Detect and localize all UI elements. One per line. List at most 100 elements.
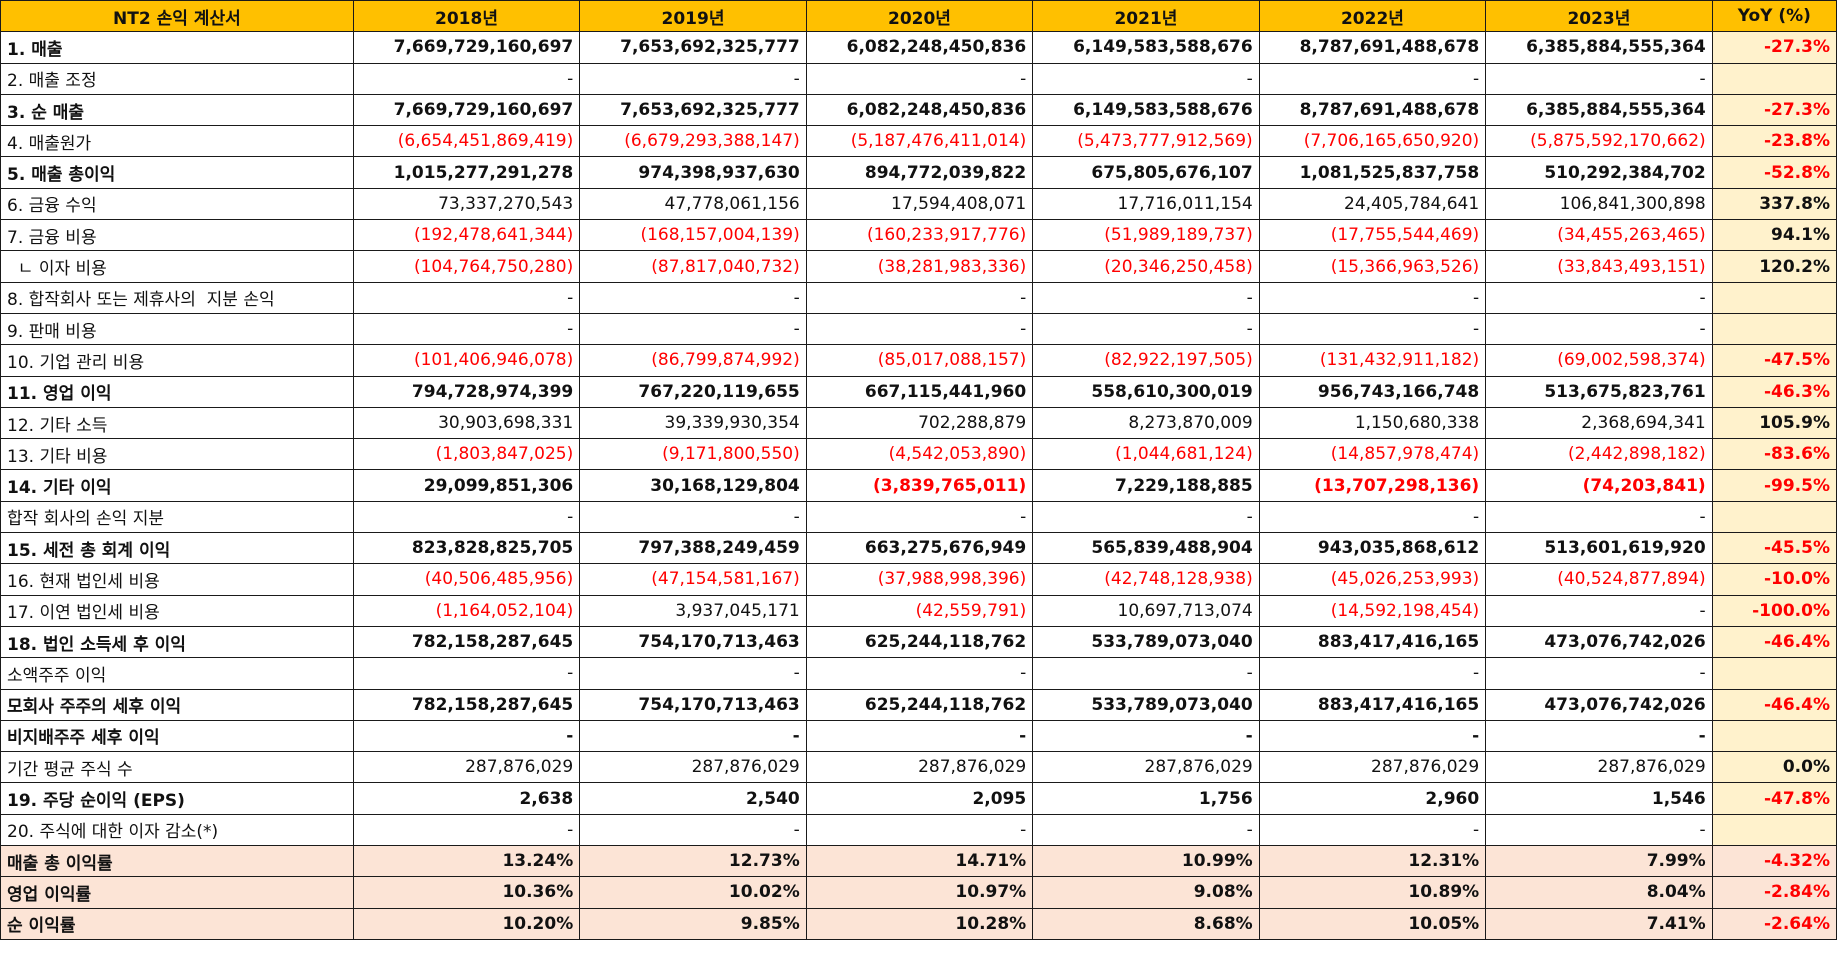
value-cell: - [352,719,581,753]
yoy-cell: -100.0% [1711,594,1837,627]
value-cell: 883,417,416,165 [1258,688,1487,721]
yoy-cell: -10.0% [1711,563,1837,596]
table-row: 모회사 주주의 세후 이익 782,158,287,645 754,170,713,… [0,688,1837,721]
value-cell: 17,716,011,154 [1032,187,1260,221]
value-cell: 7,669,729,160,697 [352,93,581,127]
row-label: 2. 매출 조정 [0,62,354,95]
year-header-2022: 2022년 [1258,0,1487,33]
value-cell: - [1032,62,1260,95]
yoy-cell: 337.8% [1711,187,1837,221]
value-cell: 797,388,249,459 [579,532,807,565]
value-cell: 1,756 [1032,782,1260,815]
yoy-cell: 94.1% [1711,219,1837,252]
value-cell: - [805,281,1034,314]
value-cell: 754,170,713,463 [579,625,807,659]
value-cell: - [579,62,807,95]
yoy-cell [1711,312,1837,346]
value-cell: (40,524,877,894) [1485,563,1713,596]
value-cell: (87,817,040,732) [579,250,807,283]
value-cell: (5,187,476,411,014) [805,125,1034,158]
value-cell: - [805,500,1034,534]
value-cell: 287,876,029 [805,751,1034,784]
table-row: 17. 이연 법인세 비용 (1,164,052,104) 3,937,045,17… [0,594,1837,627]
row-label: ㄴ 이자 비용 [0,250,354,283]
value-cell: 7.41% [1485,907,1713,940]
value-cell: 6,082,248,450,836 [805,31,1034,64]
row-label: 비지배주주 세후 이익 [0,719,354,753]
value-cell: 287,876,029 [1258,751,1487,784]
yoy-cell: 0.0% [1711,751,1837,784]
value-cell: 473,076,742,026 [1485,688,1713,721]
value-cell: 10.36% [352,876,581,909]
value-cell: 1,081,525,837,758 [1258,156,1487,189]
row-label: 17. 이연 법인세 비용 [0,594,354,627]
yoy-cell: -99.5% [1711,469,1837,502]
value-cell: (20,346,250,458) [1032,250,1260,283]
value-cell: - [579,281,807,314]
ratio-row: 영업 이익률 10.36% 10.02% 10.97% 9.08% 10.89% 8.04%… [0,876,1837,909]
table-row: 7. 금융 비용 (192,478,641,344) (168,157,004,13… [0,219,1837,252]
value-cell: 510,292,384,702 [1485,156,1713,189]
value-cell: - [1485,312,1713,346]
value-cell: 10.05% [1258,907,1487,940]
value-cell: 533,789,073,040 [1032,688,1260,721]
value-cell: 39,339,930,354 [579,406,807,440]
value-cell: - [1258,62,1487,95]
table-row: 2. 매출 조정 - - - - - - [0,62,1837,95]
value-cell: 675,805,676,107 [1032,156,1260,189]
value-cell: (34,455,263,465) [1485,219,1713,252]
value-cell: 6,385,884,555,364 [1485,93,1713,127]
value-cell: - [1032,719,1260,753]
value-cell: (192,478,641,344) [352,219,581,252]
value-cell: 9.85% [579,907,807,940]
value-cell: - [579,312,807,346]
yoy-cell: 120.2% [1711,250,1837,283]
yoy-cell [1711,657,1837,690]
value-cell: - [1258,813,1487,847]
yoy-cell: -46.3% [1711,375,1837,408]
value-cell: (1,164,052,104) [352,594,581,627]
value-cell: - [805,719,1034,753]
value-cell: 3,937,045,171 [579,594,807,627]
value-cell: 10.97% [805,876,1034,909]
ratio-row: 매출 총 이익률 13.24% 12.73% 14.71% 10.99% 12.31% 7.… [0,845,1837,878]
value-cell: 8,787,691,488,678 [1258,93,1487,127]
yoy-cell [1711,813,1837,847]
yoy-cell: -52.8% [1711,156,1837,189]
value-cell: 2,095 [805,782,1034,815]
value-cell: 106,841,300,898 [1485,187,1713,221]
value-cell: (131,432,911,182) [1258,344,1487,377]
value-cell: 6,149,583,588,676 [1032,93,1260,127]
table-row: 15. 세전 총 회계 이익 823,828,825,705 797,388,249… [0,532,1837,565]
row-label: 9. 판매 비용 [0,312,354,346]
value-cell: - [352,657,581,690]
value-cell: - [352,813,581,847]
value-cell: - [1485,62,1713,95]
value-cell: 1,150,680,338 [1258,406,1487,440]
value-cell: 73,337,270,543 [352,187,581,221]
value-cell: - [1032,281,1260,314]
yoy-cell: -46.4% [1711,688,1837,721]
ratio-row: 순 이익률 10.20% 9.85% 10.28% 8.68% 10.05% 7.41% -2… [0,907,1837,940]
value-cell: 13.24% [352,845,581,878]
row-label: 순 이익률 [0,907,354,940]
row-label: 모회사 주주의 세후 이익 [0,688,354,721]
table-row: 18. 법인 소득세 후 이익 782,158,287,645 754,170,71… [0,625,1837,659]
yoy-cell: -27.3% [1711,93,1837,127]
value-cell: (160,233,917,776) [805,219,1034,252]
value-cell: - [1258,500,1487,534]
table-row: 비지배주주 세후 이익 - - - - - - [0,719,1837,753]
value-cell: (38,281,983,336) [805,250,1034,283]
row-label: 14. 기타 이익 [0,469,354,502]
value-cell: 513,601,619,920 [1485,532,1713,565]
value-cell: 287,876,029 [1032,751,1260,784]
table-row: 소액주주 이익 - - - - - - [0,657,1837,690]
row-label: 13. 기타 비용 [0,438,354,471]
value-cell: 823,828,825,705 [352,532,581,565]
table-row: 합작 회사의 손익 지분 - - - - - - [0,500,1837,534]
value-cell: 17,594,408,071 [805,187,1034,221]
value-cell: (85,017,088,157) [805,344,1034,377]
table-row: 10. 기업 관리 비용 (101,406,946,078) (86,799,874… [0,344,1837,377]
row-label: 20. 주식에 대한 이자 감소(*) [0,813,354,847]
row-label: 18. 법인 소득세 후 이익 [0,625,354,659]
